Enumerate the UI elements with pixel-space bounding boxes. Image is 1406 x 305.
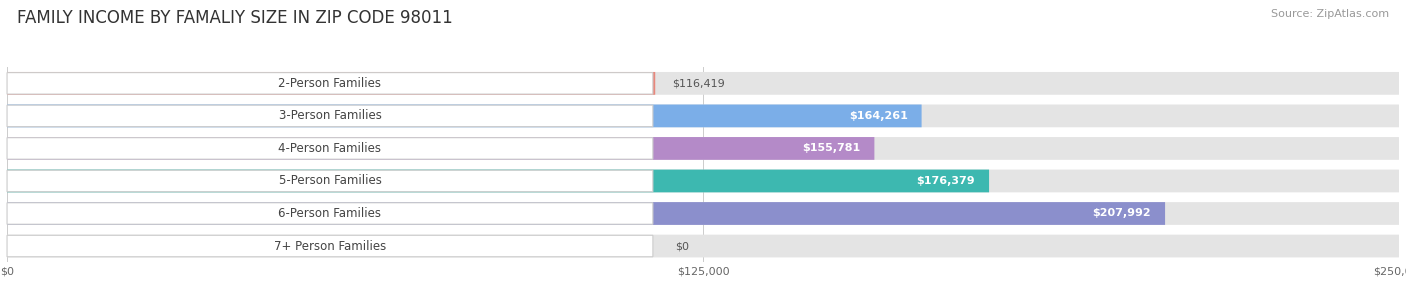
FancyBboxPatch shape — [7, 73, 652, 94]
Text: 2-Person Families: 2-Person Families — [278, 77, 381, 90]
Text: $116,419: $116,419 — [672, 78, 724, 88]
Text: $0: $0 — [675, 241, 689, 251]
Text: 3-Person Families: 3-Person Families — [278, 109, 381, 122]
FancyBboxPatch shape — [7, 72, 1399, 95]
FancyBboxPatch shape — [7, 105, 1399, 127]
Text: $155,781: $155,781 — [803, 143, 860, 153]
FancyBboxPatch shape — [7, 137, 875, 160]
Text: Source: ZipAtlas.com: Source: ZipAtlas.com — [1271, 9, 1389, 19]
FancyBboxPatch shape — [7, 202, 1399, 225]
FancyBboxPatch shape — [7, 105, 652, 127]
FancyBboxPatch shape — [7, 235, 652, 257]
FancyBboxPatch shape — [7, 170, 988, 192]
Text: 5-Person Families: 5-Person Families — [278, 174, 381, 188]
FancyBboxPatch shape — [7, 203, 652, 224]
Text: $207,992: $207,992 — [1092, 209, 1152, 218]
Text: $176,379: $176,379 — [917, 176, 976, 186]
FancyBboxPatch shape — [7, 105, 921, 127]
FancyBboxPatch shape — [7, 170, 1399, 192]
Text: FAMILY INCOME BY FAMALIY SIZE IN ZIP CODE 98011: FAMILY INCOME BY FAMALIY SIZE IN ZIP COD… — [17, 9, 453, 27]
Text: 6-Person Families: 6-Person Families — [278, 207, 381, 220]
FancyBboxPatch shape — [7, 72, 655, 95]
Text: 4-Person Families: 4-Person Families — [278, 142, 381, 155]
Text: $164,261: $164,261 — [849, 111, 908, 121]
FancyBboxPatch shape — [7, 138, 652, 159]
FancyBboxPatch shape — [7, 170, 652, 192]
FancyBboxPatch shape — [7, 235, 1399, 257]
FancyBboxPatch shape — [7, 202, 1166, 225]
FancyBboxPatch shape — [7, 137, 1399, 160]
Text: 7+ Person Families: 7+ Person Families — [274, 239, 387, 253]
